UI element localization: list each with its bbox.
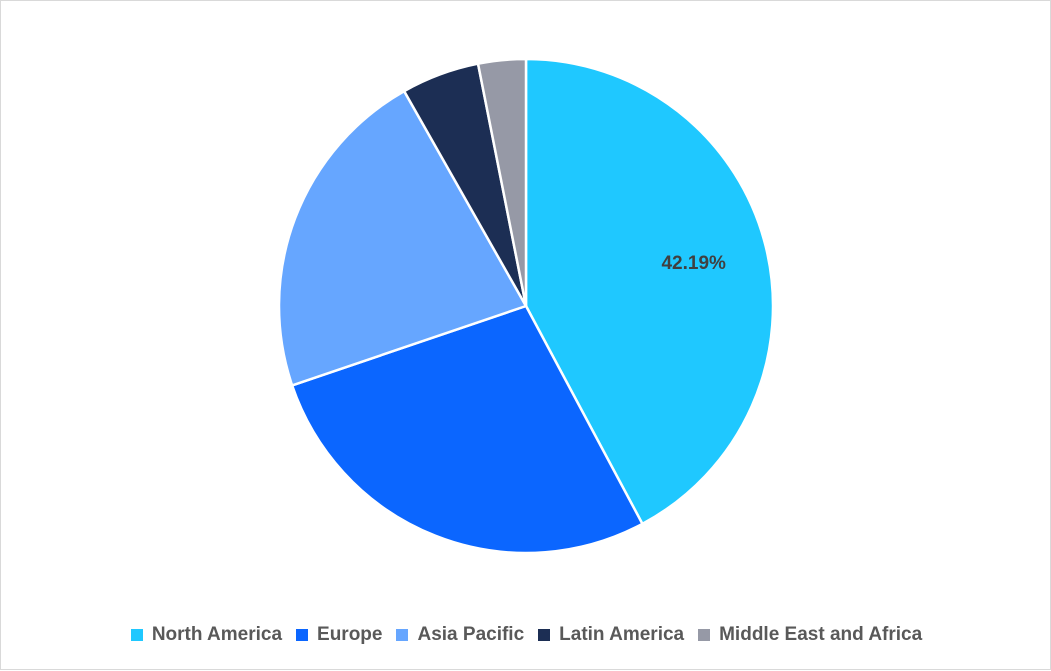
legend-swatch-latin-america: [538, 629, 551, 641]
pie-slice-asia-pacific: [277, 89, 528, 387]
legend-label: Asia Pacific: [417, 624, 525, 645]
legend-label: North America: [151, 624, 283, 645]
pie-slices: [277, 57, 775, 555]
pie-data-labels: 42.19%: [661, 253, 726, 274]
legend-item-middle-east-and-africa: Middle East and Africa: [698, 624, 922, 646]
legend-label: Middle East and Africa: [719, 624, 923, 645]
pie-slice-north-america: [524, 57, 775, 526]
legend-item-latin-america: Latin America: [538, 624, 684, 646]
legend-swatch-middle-east-and-africa: [698, 629, 711, 641]
legend-swatch-europe: [296, 629, 309, 641]
legend-item-north-america: North America: [130, 624, 283, 646]
legend-swatch-north-america: [130, 629, 143, 641]
legend-label: Europe: [317, 624, 383, 645]
pie-slice-europe: [290, 304, 644, 555]
legend-swatch-asia-pacific: [396, 629, 409, 641]
legend-item-europe: Europe: [296, 624, 382, 646]
pie-slice-middle-east-and-africa: [476, 57, 528, 308]
legend: North America Europe Asia Pacific Latin Ame…: [1, 621, 1051, 649]
legend-label: Latin America: [559, 624, 685, 645]
legend-item-asia-pacific: Asia Pacific: [396, 624, 524, 646]
data-label-north-america: 42.19%: [661, 253, 726, 274]
